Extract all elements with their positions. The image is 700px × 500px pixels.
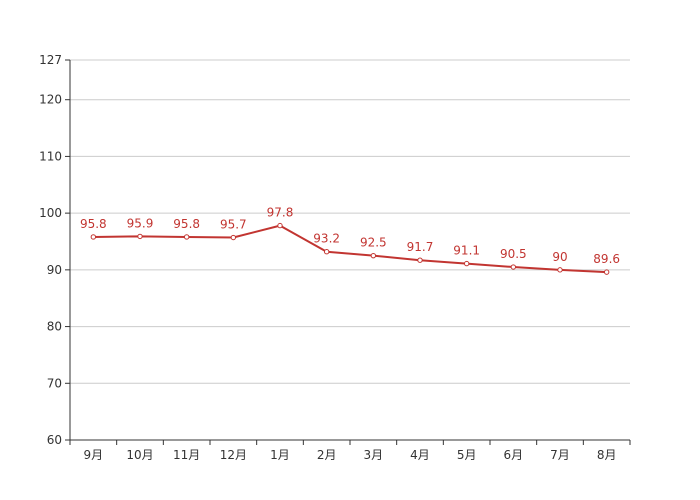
data-label: 91.7	[407, 240, 434, 254]
x-tick-label: 10月	[126, 448, 153, 462]
y-tick-label: 127	[39, 53, 62, 67]
x-tick-label: 9月	[84, 448, 104, 462]
data-label: 92.5	[360, 236, 387, 250]
data-point	[90, 234, 97, 240]
y-tick-label: 80	[47, 320, 62, 334]
data-point	[370, 252, 377, 259]
data-label: 90.5	[500, 247, 527, 261]
x-tick-label: 3月	[364, 448, 384, 462]
data-label: 95.8	[80, 217, 107, 231]
data-label: 93.2	[313, 232, 340, 246]
axes: 60 70 80 90 100 110 120 127 9月 10月 11月 12月 1月 2月 3月 4月 5…	[39, 53, 631, 462]
data-label: 95.8	[173, 217, 200, 231]
y-tick-label: 70	[47, 376, 62, 390]
x-tick-label: 12月	[220, 448, 247, 462]
gridlines	[70, 59, 630, 441]
y-tick-label: 60	[47, 433, 62, 447]
data-labels: 95.8 95.9 95.8 95.7 97.8 93.2 92.5 91.7 91.1 90.5…	[80, 206, 620, 267]
series-layer	[90, 222, 610, 275]
data-label: 89.6	[593, 252, 620, 266]
data-point	[183, 234, 190, 240]
data-point	[510, 264, 517, 270]
data-point	[277, 222, 283, 229]
data-label: 91.1	[453, 244, 480, 258]
x-tick-label: 4月	[410, 448, 430, 462]
x-tick-label: 5月	[457, 448, 477, 462]
x-tick-label: 7月	[550, 448, 570, 462]
y-tick-label: 110	[39, 149, 62, 163]
data-point	[603, 269, 610, 275]
data-label: 97.8	[267, 206, 294, 220]
x-tick-label: 6月	[504, 448, 524, 462]
x-tick-label: 11月	[173, 448, 200, 462]
data-point	[230, 234, 237, 241]
data-label: 95.9	[127, 216, 154, 230]
y-tick-label: 100	[39, 206, 62, 220]
data-label: 90	[552, 250, 567, 264]
data-point	[417, 257, 423, 263]
data-point	[557, 267, 563, 273]
data-point	[323, 249, 330, 255]
data-point	[463, 260, 470, 267]
series-line	[92, 224, 608, 274]
x-tick-label: 2月	[317, 448, 337, 462]
y-tick-label: 90	[47, 263, 62, 277]
y-tick-label: 120	[39, 93, 62, 107]
data-label: 95.7	[220, 218, 247, 232]
x-tick-label: 8月	[597, 448, 617, 462]
data-point	[137, 233, 143, 240]
x-tick-label: 1月	[270, 448, 290, 462]
